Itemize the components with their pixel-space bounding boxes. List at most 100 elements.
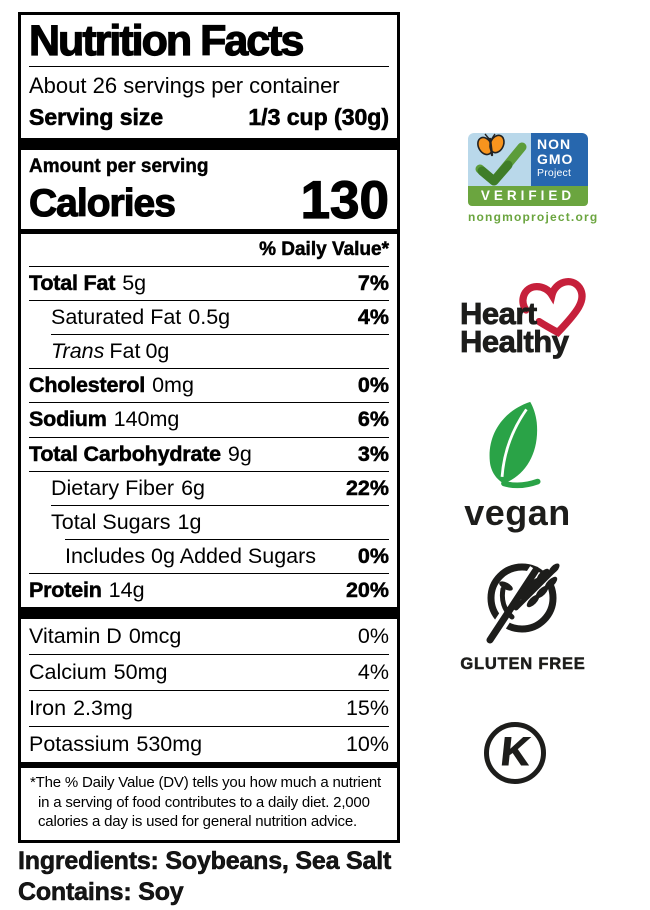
nutrient-row-sodium: Sodium 140mg 6% (29, 403, 389, 436)
nutrient-amount: 140mg (113, 407, 180, 432)
gluten-free-text: GLUTEN FREE (460, 655, 586, 674)
serving-size-row: Serving size 1/3 cup (30g) (29, 101, 390, 138)
nutrient-name: Potassium (29, 732, 130, 757)
calories-value: 130 (300, 170, 390, 230)
nutrient-amount: 530mg (136, 732, 203, 757)
medium-separator-bar (21, 762, 397, 769)
vegan-text: vegan (464, 492, 571, 533)
nutrient-amount: 14g (108, 577, 145, 602)
vegan-badge: vegan (455, 400, 580, 531)
nutrient-amount: 9g (227, 441, 252, 466)
servings-per-container: About 26 servings per container (29, 73, 340, 99)
nutrient-row-added-sugars: Includes 0g Added Sugars 0% (29, 540, 389, 573)
non-gmo-badge-top: NON GMO Project (468, 133, 588, 186)
gluten-free-badge: GLUTEN FREE (458, 556, 588, 674)
nutrient-dv: 6% (357, 407, 390, 432)
nutrient-amount: 0.5g (188, 305, 231, 330)
nutrient-amount: 50mg (113, 660, 168, 685)
calories-label: Calories (28, 182, 176, 226)
vitamin-row-calcium: Calcium 50mg 4% (29, 655, 389, 690)
nutrient-name: Vitamin D (29, 623, 122, 648)
thick-separator-bar (21, 606, 397, 619)
heart-icon (516, 276, 592, 345)
nutrient-row-cholesterol: Cholesterol 0mg 0% (29, 369, 390, 402)
non-gmo-line2: GMO (537, 150, 574, 167)
nutrient-row-trans-fat: Trans Fat 0g (29, 335, 389, 368)
hairline (29, 470, 389, 472)
nutrient-dv: 3% (357, 441, 390, 466)
panel-title: Nutrition Facts (28, 17, 305, 65)
heart-healthy-line1: Heart (460, 296, 538, 331)
amount-per-serving-label: Amount per serving (29, 155, 209, 177)
leaf-icon (455, 400, 580, 495)
crossed-grain-icon (458, 556, 588, 653)
butterfly-icon (477, 133, 505, 157)
nutrient-name: Sodium (29, 407, 107, 432)
nutrient-dv: 4% (357, 660, 389, 685)
hairline (29, 266, 389, 268)
heart-healthy-badge: Heart Healthy (460, 276, 594, 372)
nutrient-name: Total Carbohydrate (29, 441, 222, 466)
nutrient-name: Saturated Fat (51, 305, 182, 330)
vitamin-row-vitamin-d: Vitamin D 0mcg 0% (29, 619, 389, 654)
non-gmo-blue-box: NON GMO Project (531, 133, 588, 186)
non-gmo-verified-bar: VERIFIED (468, 186, 588, 206)
nutrient-name: Total Sugars (51, 509, 171, 534)
serving-size-value: 1/3 cup (30g) (248, 103, 389, 131)
nutrient-amount: 0mg (152, 373, 194, 398)
hairline (51, 504, 389, 506)
nutrient-amount: 0g (145, 339, 170, 364)
medium-separator-bar (21, 229, 397, 235)
hairline (29, 368, 389, 370)
hairline (29, 572, 389, 574)
left-column: Nutrition Facts About 26 servings per co… (18, 12, 400, 907)
nutrient-name: Total Fat (29, 271, 116, 296)
non-gmo-line3: Project (537, 167, 572, 180)
serving-size-label: Serving size (29, 103, 164, 131)
hairline (29, 726, 389, 728)
hairline (29, 300, 389, 302)
nutrient-name: Fat (109, 339, 141, 364)
heart-healthy-text: Heart Healthy (460, 296, 570, 359)
kosher-circle-k-icon: K (498, 729, 533, 774)
nutrient-amount: 5g (122, 271, 147, 296)
nutrient-name: Protein (29, 577, 102, 603)
nutrient-amount: 0mcg (128, 623, 182, 648)
nutrient-dv: 7% (357, 271, 390, 296)
hairline (29, 690, 389, 692)
nutrient-amount: 1g (177, 509, 202, 534)
calories-row: Calories 130 (28, 170, 390, 230)
nutrition-facts-panel: Nutrition Facts About 26 servings per co… (18, 12, 400, 843)
nutrient-dv: 0% (357, 623, 389, 648)
nutrient-name: Includes 0g Added Sugars (65, 543, 317, 568)
nutrient-row-total-carbohydrate: Total Carbohydrate 9g 3% (29, 438, 390, 471)
nutrient-dv: 0% (357, 373, 390, 398)
nutrient-name: Iron (29, 696, 67, 721)
hairline (29, 436, 389, 438)
non-gmo-project-badge: NON GMO Project VERIFIED nongmoproject.o… (468, 133, 599, 224)
thick-separator-bar (21, 137, 397, 150)
butterfly-grass-icon (468, 133, 531, 186)
nutrient-amount: 2.3mg (73, 696, 133, 721)
vitamin-row-potassium: Potassium 530mg 10% (29, 727, 389, 762)
contains-line: Contains: Soy (18, 878, 184, 907)
nutrient-row-total-fat: Total Fat 5g 7% (29, 267, 390, 300)
title-rule (29, 66, 389, 68)
nutrient-name: Cholesterol (29, 373, 146, 398)
non-gmo-url: nongmoproject.org (468, 210, 599, 224)
nutrient-dv: 20% (345, 577, 390, 603)
nutrient-row-protein: Protein 14g 20% (29, 574, 389, 607)
nutrient-dv: 4% (357, 305, 390, 330)
non-gmo-line1: NON (537, 136, 572, 152)
vitamin-row-iron: Iron 2.3mg 15% (29, 691, 389, 726)
daily-value-header: % Daily Value* (259, 239, 389, 261)
hairline (65, 538, 389, 540)
nutrient-dv: 0% (357, 543, 390, 569)
nutrient-row-total-sugars: Total Sugars 1g (29, 506, 389, 539)
heart-healthy-line2: Healthy (460, 324, 570, 359)
nutrient-name: Dietary Fiber (51, 475, 175, 500)
ingredients-line: Ingredients: Soybeans, Sea Salt (18, 846, 392, 875)
daily-value-footnote: *The % Daily Value (DV) tells you how mu… (30, 774, 381, 831)
nutrient-row-dietary-fiber: Dietary Fiber 6g 22% (29, 472, 389, 505)
